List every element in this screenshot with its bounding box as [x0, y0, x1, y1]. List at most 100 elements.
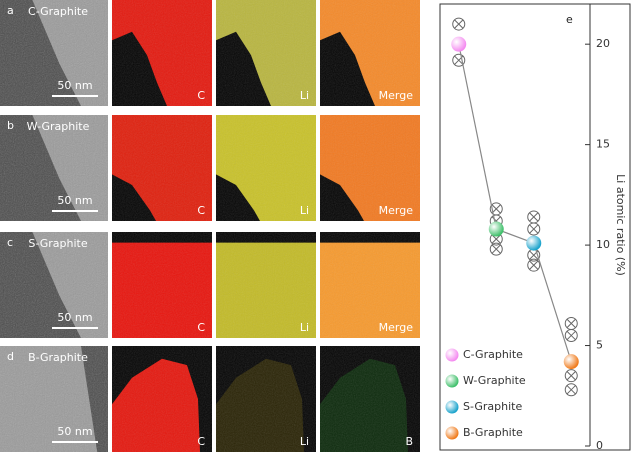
element-map	[320, 0, 420, 106]
map-noise	[320, 0, 420, 106]
mean-point	[563, 354, 579, 370]
measurement	[564, 369, 578, 383]
sample-label: B-Graphite	[28, 351, 88, 364]
measurement-cross	[566, 330, 576, 341]
panel-letter: d	[7, 350, 14, 363]
measurement-circle	[527, 258, 541, 272]
tem-image	[0, 232, 108, 338]
measurement	[527, 210, 541, 224]
tem-noise	[0, 115, 108, 221]
measurement-circle	[452, 17, 466, 31]
element-map	[216, 232, 316, 338]
map-noise	[320, 346, 420, 452]
channel-label: Li	[300, 204, 309, 217]
measurement	[564, 383, 578, 397]
measurement-circle	[564, 329, 578, 342]
measurement-circle	[527, 222, 541, 236]
panel-letter: e	[566, 13, 573, 26]
measurement-circle	[564, 383, 578, 397]
legend-label: C-Graphite	[463, 348, 523, 361]
measurement-circle	[452, 53, 466, 67]
channel-label: C	[197, 435, 205, 448]
measurement	[527, 258, 541, 272]
map-noise	[112, 115, 212, 221]
panel-letter: c	[7, 236, 13, 249]
element-map	[216, 0, 316, 106]
map-noise	[216, 0, 316, 106]
legend-label: W-Graphite	[463, 374, 526, 387]
element-map	[320, 346, 420, 452]
tem-noise	[0, 232, 108, 338]
channel-label: C	[197, 321, 205, 334]
channel-label: C	[197, 89, 205, 102]
measurement-cross	[491, 244, 501, 254]
measurement-circle	[489, 242, 503, 256]
tem-image	[0, 115, 108, 221]
channel-label: Li	[300, 321, 309, 334]
measurement	[452, 17, 466, 31]
mean-point	[488, 221, 504, 237]
measurement-cross	[491, 234, 501, 244]
y-tick-label: 10	[596, 238, 610, 251]
element-map	[112, 232, 212, 338]
element-map	[216, 115, 316, 221]
mean-point	[451, 36, 467, 52]
scale-bar-label: 50 nm	[57, 194, 92, 207]
y-tick-label: 20	[596, 37, 610, 50]
legend-swatch	[445, 400, 459, 414]
legend-label: B-Graphite	[463, 426, 523, 439]
element-map	[112, 346, 212, 452]
y-tick-label: 0	[596, 439, 603, 452]
map-noise	[112, 0, 212, 106]
element-map	[112, 115, 212, 221]
scale-bar-label: 50 nm	[57, 311, 92, 324]
measurement-cross	[566, 371, 576, 381]
y-axis-label: Li atomic ratio (%)	[614, 174, 627, 276]
measurement	[527, 222, 541, 236]
measurement-cross	[454, 19, 464, 29]
measurement-cross	[491, 204, 501, 214]
y-tick-label: 15	[596, 138, 610, 151]
legend-swatch	[445, 348, 459, 362]
measurement-cross	[529, 260, 539, 270]
chart-frame	[439, 3, 631, 451]
measurement-cross	[529, 212, 539, 222]
measurement-cross	[529, 224, 539, 234]
measurement-circle	[564, 369, 578, 383]
sample-label: W-Graphite	[27, 120, 90, 133]
channel-label: Li	[300, 89, 309, 102]
measurement	[564, 329, 578, 342]
channel-label: B	[405, 435, 413, 448]
mean-point	[526, 235, 542, 251]
map-noise	[112, 232, 212, 338]
scale-bar-label: 50 nm	[57, 79, 92, 92]
channel-label: Merge	[379, 321, 414, 334]
map-noise	[320, 115, 420, 221]
scale-bar-label: 50 nm	[57, 425, 92, 438]
tem-image	[0, 346, 108, 452]
mean-line	[458, 44, 572, 362]
element-map	[216, 346, 316, 452]
measurement	[489, 242, 503, 256]
legend-label: S-Graphite	[463, 400, 522, 413]
channel-label: Merge	[379, 204, 414, 217]
sample-label: C-Graphite	[28, 5, 88, 18]
sample-label: S-Graphite	[28, 237, 87, 250]
legend-swatch	[445, 426, 459, 440]
panel-letter: a	[7, 4, 14, 17]
map-noise	[112, 346, 212, 452]
channel-label: Li	[300, 435, 309, 448]
tem-noise	[0, 346, 108, 452]
element-map	[320, 115, 420, 221]
tem-noise	[0, 0, 108, 106]
element-map	[320, 232, 420, 338]
map-noise	[216, 346, 316, 452]
measurement-cross	[566, 318, 576, 328]
measurement	[564, 316, 578, 330]
map-noise	[216, 115, 316, 221]
tem-image	[0, 0, 108, 106]
measurement-cross	[566, 385, 576, 395]
channel-label: C	[197, 204, 205, 217]
